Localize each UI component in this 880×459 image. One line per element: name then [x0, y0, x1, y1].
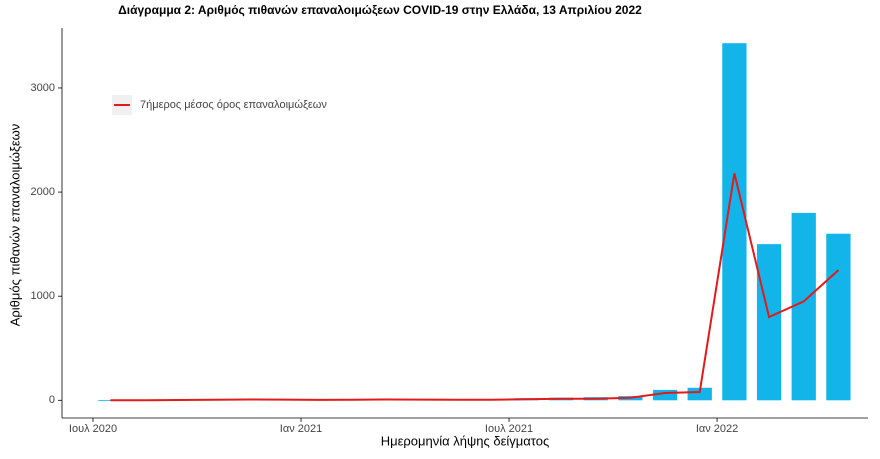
bar	[98, 400, 123, 401]
legend-label: 7ήμερος μέσος όρος επαναλοιμώξεων	[140, 99, 327, 111]
x-tick-label: Ιουλ 2021	[485, 423, 533, 435]
y-axis-title: Αριθμός πιθανών επαναλοιμώξεων	[7, 124, 22, 327]
chart-title: Διάγραμμα 2: Αριθμός πιθανών επαναλοιμώξ…	[118, 3, 642, 17]
bar	[826, 233, 851, 401]
y-tick-label: 2000	[31, 186, 55, 198]
x-axis-title: Ημερομηνία λήψης δείγματος	[381, 433, 550, 448]
x-tick-label: Ιουλ 2020	[69, 423, 117, 435]
y-tick-label: 0	[49, 394, 55, 406]
line	[110, 173, 840, 402]
bar	[687, 387, 712, 401]
bar	[652, 389, 678, 401]
bar	[756, 244, 782, 401]
y-tick-label: 3000	[31, 82, 55, 94]
x-tick-label: Ιαν 2022	[696, 423, 738, 435]
bar	[791, 212, 816, 401]
y-tick-label: 1000	[31, 290, 55, 302]
x-tick-label: Ιαν 2021	[280, 423, 322, 435]
